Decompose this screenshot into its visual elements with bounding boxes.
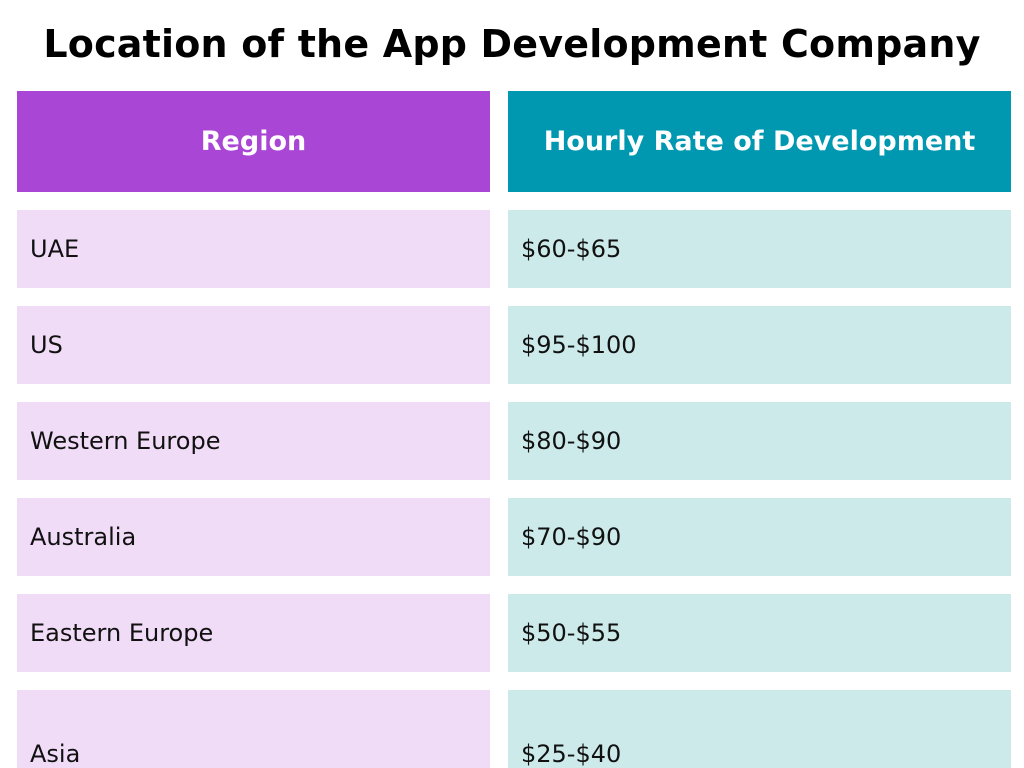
region-cell: Asia bbox=[17, 690, 490, 768]
rate-cell: $50-$55 bbox=[508, 594, 1011, 672]
table-row: Eastern Europe $50-$55 bbox=[17, 594, 1011, 672]
region-cell: UAE bbox=[17, 210, 490, 288]
region-cell: Australia bbox=[17, 498, 490, 576]
rate-cell: $80-$90 bbox=[508, 402, 1011, 480]
table-row: Asia $25-$40 bbox=[17, 690, 1011, 768]
region-cell: Eastern Europe bbox=[17, 594, 490, 672]
table-row: Western Europe $80-$90 bbox=[17, 402, 1011, 480]
rate-cell: $25-$40 bbox=[508, 690, 1011, 768]
rate-cell: $60-$65 bbox=[508, 210, 1011, 288]
rate-table: Region Hourly Rate of Development UAE $6… bbox=[17, 91, 1011, 768]
table-row: UAE $60-$65 bbox=[17, 210, 1011, 288]
rate-cell: $95-$100 bbox=[508, 306, 1011, 384]
table-header-row: Region Hourly Rate of Development bbox=[17, 91, 1011, 192]
table-row: US $95-$100 bbox=[17, 306, 1011, 384]
region-cell: Western Europe bbox=[17, 402, 490, 480]
rate-cell: $70-$90 bbox=[508, 498, 1011, 576]
page-title: Location of the App Development Company bbox=[43, 22, 981, 66]
region-cell: US bbox=[17, 306, 490, 384]
table-row: Australia $70-$90 bbox=[17, 498, 1011, 576]
column-header-hourly-rate: Hourly Rate of Development bbox=[508, 91, 1011, 192]
column-header-region: Region bbox=[17, 91, 490, 192]
